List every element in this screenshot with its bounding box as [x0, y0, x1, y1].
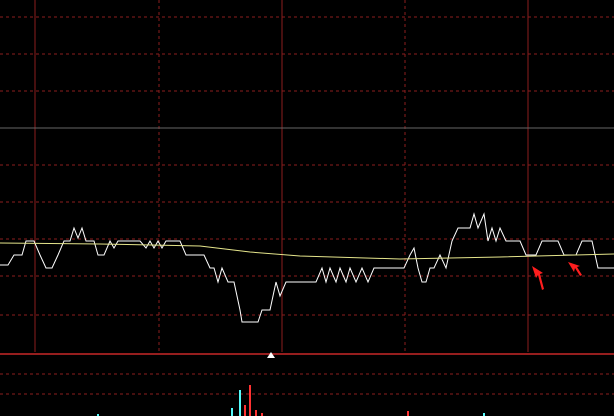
- volume-bar: [244, 405, 246, 416]
- volume-bar: [249, 385, 251, 416]
- volume-bar: [231, 408, 233, 416]
- grid: [0, 0, 614, 395]
- price-line: [0, 212, 614, 323]
- volume-bar: [97, 414, 99, 416]
- marker: [267, 352, 275, 358]
- volume-bar: [239, 390, 241, 416]
- price-line: [0, 242, 614, 260]
- volume-bar: [407, 411, 409, 416]
- arrows: [532, 262, 582, 290]
- volume-bar: [483, 413, 485, 416]
- volume-bar: [255, 410, 257, 416]
- volume-bar: [261, 413, 263, 416]
